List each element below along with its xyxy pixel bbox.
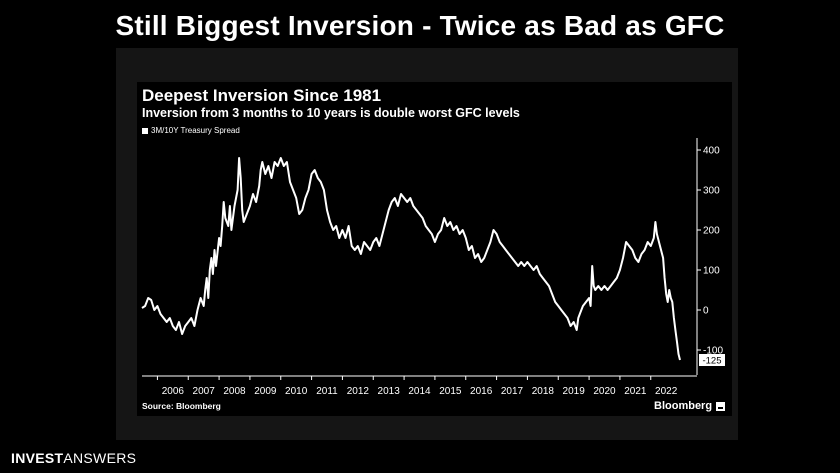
series-line: [141, 157, 681, 361]
chart-subtitle: Inversion from 3 months to 10 years is d…: [142, 106, 520, 120]
y-tick-label: 200: [703, 226, 720, 237]
y-tick-label: -100: [703, 346, 723, 357]
brand-label: Bloomberg: [654, 400, 713, 412]
chart-source: Source: Bloomberg: [142, 401, 221, 411]
y-tick-label: 0: [703, 306, 709, 317]
investanswers-logo: INVESTANSWERS: [11, 450, 136, 466]
x-tick-label: 2017: [501, 386, 524, 397]
x-tick-label: 2014: [408, 386, 431, 397]
slide-title: Still Biggest Inversion - Twice as Bad a…: [115, 10, 725, 41]
legend-label: 3M/10Y Treasury Spread: [151, 126, 240, 135]
x-tick-label: 2013: [378, 386, 401, 397]
x-tick-label: 2022: [655, 386, 678, 397]
last-value-label: -125: [702, 356, 721, 367]
x-tick-label: 2006: [162, 386, 185, 397]
last-value-box: [699, 354, 725, 366]
x-tick-label: 2016: [470, 386, 493, 397]
x-tick-label: 2012: [347, 386, 370, 397]
x-tick-label: 2007: [193, 386, 216, 397]
y-tick-label: 300: [703, 186, 720, 197]
chart-title: Deepest Inversion Since 1981: [142, 86, 382, 105]
x-tick-label: 2009: [254, 386, 277, 397]
x-tick-label: 2021: [624, 386, 647, 397]
y-tick-label: 100: [703, 266, 720, 277]
x-tick-label: 2018: [532, 386, 555, 397]
chart-legend: 3M/10Y Treasury Spread: [142, 126, 240, 135]
x-tick-label: 2010: [285, 386, 308, 397]
x-tick-label: 2019: [563, 386, 586, 397]
x-tick-label: 2011: [316, 386, 338, 397]
legend-swatch: [142, 127, 148, 134]
y-tick-label: 400: [703, 146, 720, 157]
x-tick-label: 2020: [593, 386, 616, 397]
x-tick-label: 2008: [223, 386, 246, 397]
bloomberg-brand: Bloomberg: [654, 400, 726, 412]
footer-logo-bold: INVEST: [11, 450, 64, 466]
footer-logo-light: ANSWERS: [63, 450, 137, 466]
x-tick-label: 2015: [439, 386, 462, 397]
bloomberg-logo-icon: [716, 401, 726, 411]
chart-area: [137, 82, 732, 416]
